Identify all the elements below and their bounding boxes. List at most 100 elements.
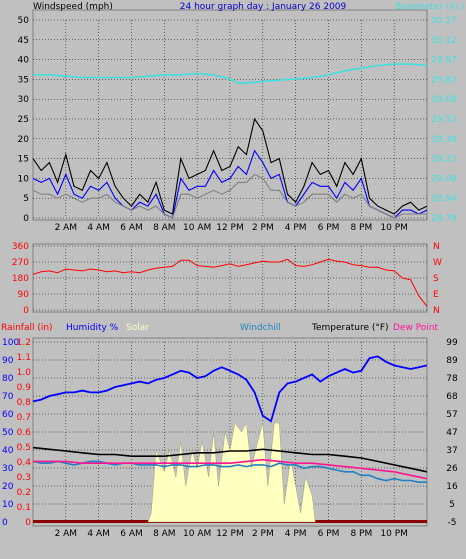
humidity-y-tick-label: 70 [2, 392, 14, 402]
wind-y-tick-label: 40 [18, 56, 30, 66]
rain-y-tick-label: 1.0 [17, 368, 32, 378]
barometer-y-tick-label: 29.68 [431, 95, 457, 105]
barometer-y-tick-label: 29.53 [431, 115, 457, 125]
x-tick-label: 2 PM [252, 223, 274, 233]
humidity-y-tick-label: 100 [2, 338, 19, 348]
x-tick-label: 6 PM [318, 223, 340, 233]
rainfall-label: Rainfall (in) [1, 323, 53, 333]
chart-marks [32, 63, 428, 523]
dewpoint-label: Dew Point [393, 323, 439, 333]
barometer-y-tick-label: 29.83 [431, 75, 457, 85]
x-tick-label: 12 PM [216, 223, 244, 233]
temperature-y-tick-label: 37 [446, 446, 457, 456]
x-tick-label: 4 PM [285, 223, 307, 233]
x-tick-label: 8 AM [153, 223, 176, 233]
compass-tick-label: S [433, 274, 439, 284]
windchill-series-line [32, 460, 427, 483]
x-tick-label: 6 AM [120, 529, 143, 539]
barometer-y-tick-label: 29.97 [431, 56, 457, 66]
direction-y-tick-label: 0 [23, 306, 29, 316]
temperature-y-tick-label: -5 [448, 518, 457, 528]
humidity-y-tick-label: 40 [2, 446, 14, 456]
solar-label: Solar [126, 323, 149, 333]
compass-tick-label: W [433, 258, 442, 268]
rain-y-tick-label: 0.1 [17, 503, 31, 513]
temperature-label: Temperature (°F) [311, 323, 389, 333]
rain-y-tick-label: 0.5 [17, 443, 31, 453]
direction-panel [32, 243, 428, 313]
x-tick-label: 4 AM [87, 223, 110, 233]
temperature-y-tick-label: 47 [446, 428, 457, 438]
direction-y-tick-label: 270 [12, 258, 29, 268]
direction-series-line [32, 258, 428, 307]
chart-title: 24 hour graph day : January 26 2009 [180, 2, 347, 12]
barometer-series-line [33, 63, 428, 84]
barometer-y-tick-label: 29.09 [431, 174, 457, 184]
barometer-y-tick-label: 28.94 [431, 194, 457, 204]
wind-y-tick-label: 45 [18, 36, 29, 46]
temperature-y-tick-label: 57 [446, 410, 457, 420]
rain-y-tick-label: 0.7 [17, 413, 31, 423]
temperature-y-tick-label: 78 [446, 374, 458, 384]
wind-y-tick-label: 20 [18, 135, 30, 145]
x-tick-label: 10 PM [380, 223, 408, 233]
temperature-y-tick-label: 16 [446, 482, 458, 492]
avg_wind-series-line [32, 173, 427, 219]
x-tick-label: 2 PM [252, 529, 274, 539]
x-tick-label: 12 PM [216, 529, 244, 539]
temperature-y-tick-label: 26 [446, 464, 458, 474]
wind-y-tick-label: 25 [18, 115, 29, 125]
barometer-axis-title: Barometer (in.) [395, 2, 464, 12]
x-tick-label: 10 PM [380, 529, 408, 539]
wind-y-tick-label: 30 [18, 95, 30, 105]
humidity-label: Humidity % [66, 323, 119, 333]
x-tick-label: 2 AM [55, 223, 78, 233]
humidity-y-tick-label: 30 [2, 464, 14, 474]
temperature-y-tick-label: 5 [449, 500, 455, 510]
x-tick-label: 4 PM [285, 529, 307, 539]
wind-y-tick-label: 35 [18, 75, 29, 85]
dew_point-series-line [33, 458, 428, 480]
humidity-series-line [32, 355, 428, 423]
humidity-y-tick-label: 0 [2, 518, 8, 528]
x-tick-label: 8 PM [350, 529, 372, 539]
compass-tick-label: E [433, 290, 439, 300]
compass-tick-label: N [433, 242, 440, 252]
wind-y-tick-label: 50 [18, 16, 30, 26]
x-tick-label: 4 AM [87, 529, 110, 539]
rain-y-tick-label: 0.3 [17, 473, 31, 483]
wind-y-tick-label: 5 [23, 194, 29, 204]
wind-y-tick-label: 15 [18, 155, 29, 165]
barometer-y-tick-label: 30.27 [431, 16, 457, 26]
humidity-y-tick-label: 10 [2, 500, 14, 510]
tick-labels: 2 AM 4 AM 6 AM 8 AM 10 AM 12 PM 2 PM 4 PM 6 PM 8 … [2, 16, 458, 539]
barometer-y-tick-label: 30.12 [431, 36, 457, 46]
x-tick-label: 6 PM [318, 529, 340, 539]
temperature-y-tick-label: 68 [446, 392, 458, 402]
barometer-y-tick-label: 29.38 [431, 135, 457, 145]
x-tick-label: 8 AM [153, 529, 176, 539]
humidity-y-tick-label: 90 [2, 356, 14, 366]
direction-y-tick-label: 90 [18, 290, 30, 300]
temperature-y-tick-label: 99 [446, 338, 458, 348]
rain-y-tick-label: 0.9 [17, 383, 32, 393]
x-tick-label: 2 AM [55, 529, 78, 539]
wind-y-tick-label: 10 [18, 174, 30, 184]
humidity-y-tick-label: 60 [2, 410, 14, 420]
humidity-y-tick-label: 20 [2, 482, 14, 492]
direction-y-tick-label: 360 [12, 242, 29, 252]
rain-y-tick-label: 1.1 [17, 353, 31, 363]
wind-series-line [32, 149, 428, 219]
rain-y-tick-label: 1.2 [17, 338, 31, 348]
barometer-y-tick-label: 29.23 [431, 155, 457, 165]
rain-y-tick-label: 0.4 [17, 458, 32, 468]
humidity-y-tick-label: 50 [2, 428, 14, 438]
barometer-y-tick-label: 28.79 [431, 214, 457, 224]
x-tick-label: 8 PM [350, 223, 372, 233]
rain-y-tick-label: 0 [25, 518, 31, 528]
wind-y-tick-label: 0 [23, 214, 29, 224]
humidity-y-tick-label: 80 [2, 374, 14, 384]
windchill-label: Windchill [240, 323, 281, 333]
